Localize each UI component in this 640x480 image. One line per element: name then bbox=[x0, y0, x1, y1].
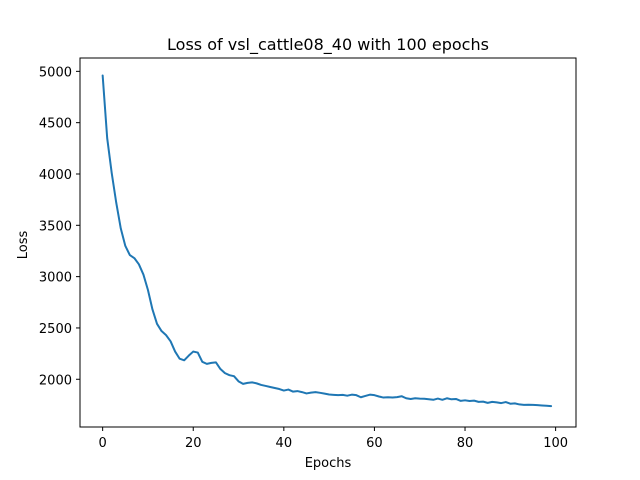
y-tick-label: 2000 bbox=[39, 373, 72, 388]
loss-series-line bbox=[101, 74, 553, 408]
x-tick-label: 60 bbox=[366, 436, 383, 451]
x-tick-label: 100 bbox=[543, 436, 568, 451]
x-axis-label: Epochs bbox=[305, 456, 352, 471]
x-tick-label: 40 bbox=[276, 436, 293, 451]
x-tick-label: 80 bbox=[457, 436, 474, 451]
axes-frame bbox=[79, 57, 577, 428]
y-tick-label: 5000 bbox=[39, 65, 72, 80]
y-tick-label: 3000 bbox=[39, 271, 72, 286]
y-tick-label: 4500 bbox=[39, 117, 72, 132]
plot-area: 0 20 40 60 80 100 2000 2500 3000 3500 4000 4500 5000 bbox=[39, 65, 568, 451]
x-tick-label: 0 bbox=[99, 436, 107, 451]
y-tick-label: 4000 bbox=[39, 168, 72, 183]
y-tick-label: 2500 bbox=[39, 322, 72, 337]
y-tick-label: 3500 bbox=[39, 219, 72, 234]
x-tick-label: 20 bbox=[185, 436, 202, 451]
chart-title: Loss of vsl_cattle08_40 with 100 epochs bbox=[167, 35, 489, 55]
y-axis-label: Loss bbox=[16, 231, 31, 260]
